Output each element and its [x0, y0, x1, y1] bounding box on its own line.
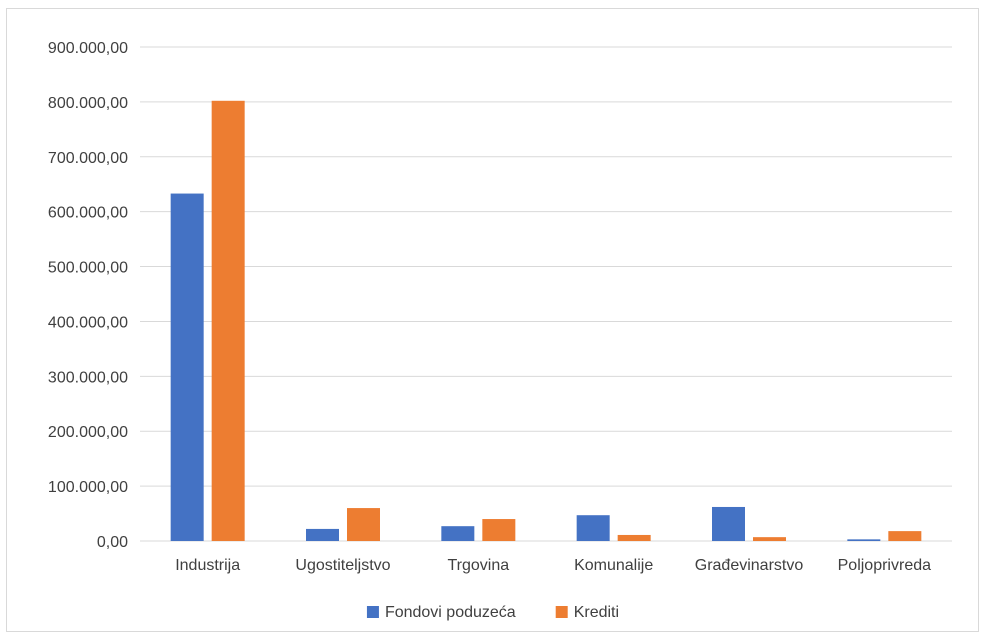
y-tick-label: 800.000,00 [48, 95, 128, 112]
y-tick-label: 700.000,00 [48, 150, 128, 167]
bar-fondovi-2 [441, 526, 475, 541]
legend-swatch [366, 606, 379, 618]
y-tick-label: 600.000,00 [48, 205, 128, 222]
y-tick-label: 0,00 [97, 534, 128, 551]
legend-label: Krediti [574, 604, 619, 621]
legend: Fondovi poduzeća Krediti [366, 604, 619, 621]
bars [170, 100, 922, 542]
y-axis-tick-labels: 0,00 100.000,00 200.000,00 300.000,00 400.00… [48, 40, 128, 551]
bar-fondovi-0 [170, 193, 204, 541]
x-tick-label: Trgovina [448, 557, 510, 574]
bar-krediti-5 [888, 531, 922, 541]
bar-krediti-2 [482, 519, 516, 541]
legend-item: Fondovi poduzeća [366, 604, 516, 621]
x-tick-label: Poljoprivreda [838, 557, 931, 574]
x-tick-label: Ugostiteljstvo [295, 557, 390, 574]
legend-swatch [555, 606, 568, 618]
y-tick-label: 400.000,00 [48, 314, 128, 331]
bar-krediti-1 [347, 508, 380, 541]
x-tick-label: Industrija [175, 557, 240, 574]
y-tick-label: 300.000,00 [48, 369, 128, 386]
legend-label: Fondovi poduzeća [385, 604, 516, 621]
y-tick-label: 200.000,00 [48, 424, 128, 441]
gridlines [140, 46, 952, 542]
bar-fondovi-3 [576, 515, 610, 541]
bar-fondovi-5 [847, 539, 881, 541]
bar-krediti-4 [753, 537, 786, 541]
x-tick-label: Komunalije [574, 557, 653, 574]
bar-fondovi-1 [306, 528, 339, 541]
legend-item: Krediti [555, 604, 619, 621]
y-tick-label: 500.000,00 [48, 260, 128, 277]
y-tick-label: 900.000,00 [48, 40, 128, 57]
x-axis-tick-labels: Industrija Ugostiteljstvo Trgovina Komunali… [175, 557, 931, 574]
bar-fondovi-4 [712, 506, 745, 541]
bar-krediti-0 [211, 100, 245, 542]
bar-krediti-3 [617, 534, 651, 541]
x-tick-label: Građevinarstvo [695, 557, 804, 574]
y-tick-label: 100.000,00 [48, 479, 128, 496]
